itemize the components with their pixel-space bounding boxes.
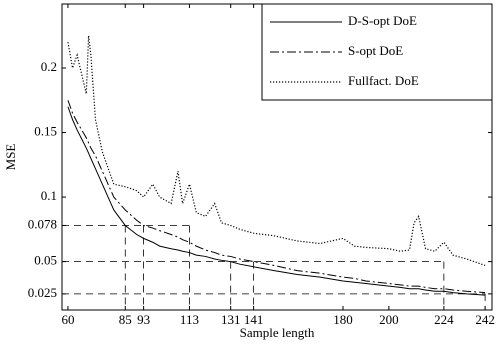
x-tick-label: 85 (119, 312, 132, 327)
x-tick-label: 141 (244, 312, 264, 327)
legend-label: S-opt DoE (348, 43, 403, 58)
y-tick-label: 0.1 (41, 188, 57, 203)
legend-label: Fullfact. DoE (348, 73, 419, 88)
x-tick-label: 60 (61, 312, 74, 327)
x-tick-label: 180 (333, 312, 353, 327)
x-axis-label: Sample length (240, 325, 315, 340)
series-line (67, 100, 486, 294)
series-line (67, 35, 486, 267)
x-tick-label: 224 (434, 312, 454, 327)
y-tick-label: 0.078 (28, 216, 57, 231)
x-tick-label: 93 (137, 312, 150, 327)
y-axis-label: MSE (3, 144, 18, 171)
x-tick-label: 200 (379, 312, 399, 327)
y-tick-label: 0.05 (34, 253, 57, 268)
x-tick-label: 242 (475, 312, 495, 327)
x-tick-label: 131 (221, 312, 241, 327)
legend-label: D-S-opt DoE (348, 13, 417, 28)
x-tick-label: 113 (180, 312, 199, 327)
y-tick-label: 0.2 (41, 59, 57, 74)
y-tick-label: 0.025 (28, 285, 57, 300)
series-line (67, 106, 486, 296)
y-tick-label: 0.15 (34, 124, 57, 139)
